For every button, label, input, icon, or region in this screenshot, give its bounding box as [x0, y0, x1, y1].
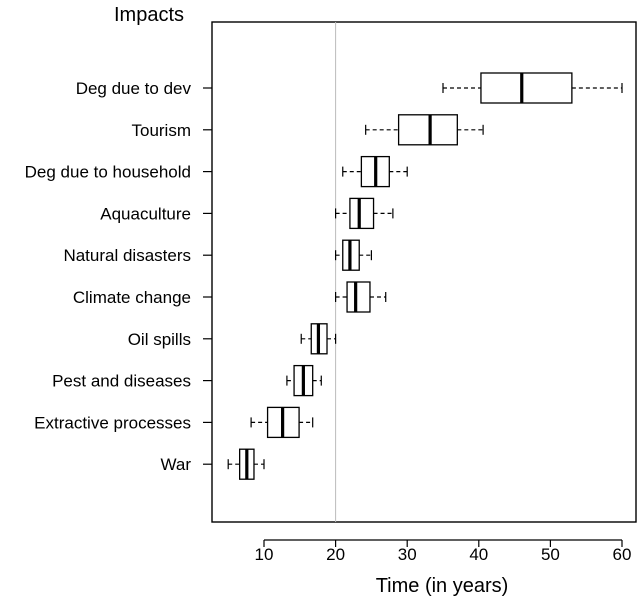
y-tick-label: Deg due to household [25, 163, 191, 182]
box-pest-and-diseases [286, 364, 322, 397]
box-deg-due-to-dev [442, 72, 623, 104]
box-tourism [365, 114, 484, 146]
x-axis: 10 20 30 40 50 60 [255, 539, 632, 564]
box-aquaculture [335, 197, 394, 230]
x-axis-title: Time (in years) [376, 575, 509, 597]
box-series [227, 72, 623, 480]
box-deg-due-to-household [342, 155, 408, 188]
x-tick-label: 50 [541, 545, 560, 564]
iqr-box [397, 114, 458, 146]
box-extractive-processes [250, 406, 314, 439]
box-climate-change [335, 281, 387, 313]
y-tick-label: Deg due to dev [76, 79, 192, 98]
x-tick-label: 40 [469, 545, 488, 564]
y-tick-label: War [160, 455, 191, 474]
y-axis-labels: Deg due to dev Tourism Deg due to househol… [25, 79, 212, 474]
iqr-box [346, 281, 371, 313]
box-war [227, 448, 265, 480]
y-tick-label: Extractive processes [34, 413, 191, 432]
box-oil-spills [300, 323, 337, 355]
x-tick-label: 20 [326, 545, 345, 564]
y-tick-label: Pest and diseases [52, 372, 191, 391]
chart-title: Impacts [114, 4, 184, 26]
y-tick-label: Oil spills [128, 330, 191, 349]
box-natural-disasters [335, 239, 372, 271]
plot-frame [211, 21, 637, 523]
iqr-box [480, 72, 573, 104]
x-tick-label: 60 [613, 545, 632, 564]
x-tick-label: 30 [398, 545, 417, 564]
y-tick-label: Aquaculture [100, 204, 191, 223]
y-tick-label: Climate change [73, 288, 191, 307]
y-tick-label: Tourism [131, 121, 191, 140]
y-tick-label: Natural disasters [63, 246, 191, 265]
iqr-box [349, 197, 375, 230]
x-tick-label: 10 [255, 545, 274, 564]
